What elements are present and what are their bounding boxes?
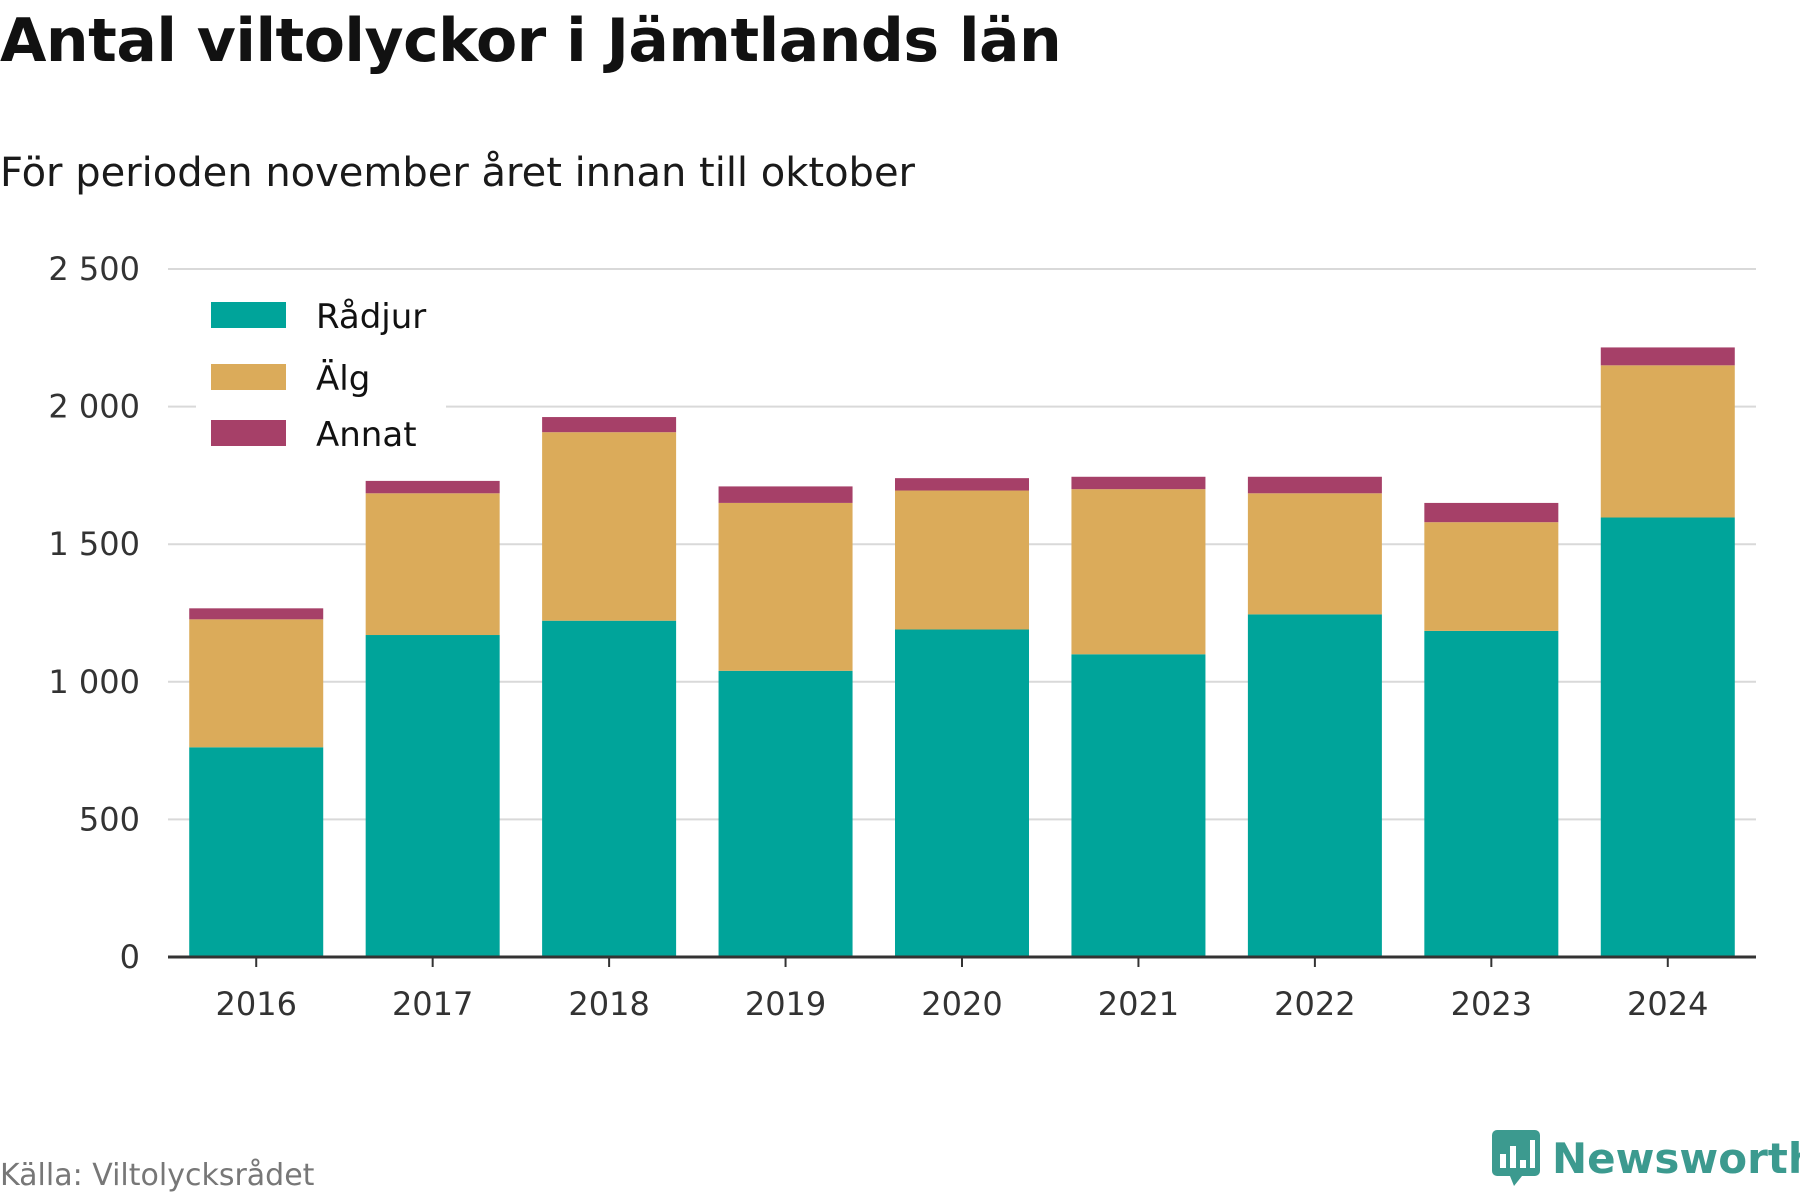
- bar-segment-rådjur: [189, 747, 324, 957]
- legend-swatch: [211, 364, 286, 390]
- bar-segment-annat: [1071, 476, 1206, 490]
- bar-segment-rådjur: [895, 629, 1029, 957]
- legend: Rådjur Älg Annat: [196, 288, 446, 466]
- x-tick-label: 2023: [1451, 985, 1532, 1023]
- x-tick-label: 2017: [392, 985, 473, 1023]
- x-axis: 2016 2017 2018 2019 2020 2021 2022 2023 2024: [168, 955, 1756, 1023]
- bar-segment-rådjur: [1424, 630, 1559, 957]
- bar-segment-älg: [718, 502, 853, 671]
- x-tick-label: 2018: [568, 985, 649, 1023]
- bar-segment-rådjur: [1600, 517, 1735, 957]
- bar-segment-älg: [1600, 365, 1735, 518]
- y-tick-label: 500: [79, 800, 140, 838]
- y-tick-label: 1 000: [48, 663, 140, 701]
- bar-segment-rådjur: [542, 620, 677, 957]
- y-axis: 0 500 1 000 1 500 2 000 2 500: [48, 250, 140, 976]
- bar-segment-älg: [189, 619, 324, 748]
- bar-segment-älg: [1424, 522, 1559, 631]
- bar-segment-annat: [542, 417, 677, 433]
- chart-title: Antal viltolyckor i Jämtlands län: [0, 6, 1062, 76]
- bar-segment-annat: [365, 480, 500, 494]
- bar-segment-annat: [895, 478, 1029, 491]
- chart-subtitle: För perioden november året innan till ok…: [0, 150, 915, 196]
- bar-segment-annat: [189, 608, 324, 620]
- bar-segment-annat: [1600, 347, 1735, 366]
- x-tick-label: 2019: [745, 985, 826, 1023]
- x-tick-label: 2024: [1627, 985, 1708, 1023]
- bar-segment-älg: [1071, 489, 1206, 655]
- legend-label: Annat: [316, 415, 417, 455]
- bar-segment-älg: [542, 432, 677, 621]
- source-note: Källa: Viltolycksrådet: [0, 1158, 315, 1193]
- y-tick-label: 0: [120, 938, 140, 976]
- x-tick-label: 2021: [1098, 985, 1179, 1023]
- bar-segment-älg: [1247, 493, 1382, 615]
- y-tick-label: 1 500: [48, 525, 140, 563]
- y-tick-label: 2 500: [48, 250, 140, 288]
- bars: [189, 347, 1735, 957]
- x-tick-label: 2020: [921, 985, 1002, 1023]
- bar-segment-älg: [365, 493, 500, 636]
- brand-logo: Newsworthy: [1492, 1130, 1800, 1186]
- legend-swatch: [211, 420, 286, 446]
- brand-name: Newsworthy: [1552, 1133, 1800, 1183]
- bar-segment-rådjur: [718, 670, 853, 957]
- bar-segment-rådjur: [1071, 654, 1206, 957]
- x-tick-label: 2022: [1274, 985, 1355, 1023]
- newsworthy-logo-icon: [1492, 1130, 1540, 1186]
- bar-segment-älg: [895, 490, 1029, 630]
- legend-label: Rådjur: [316, 297, 426, 337]
- bar-segment-rådjur: [365, 635, 500, 957]
- bar-segment-rådjur: [1247, 614, 1382, 957]
- x-tick-label: 2016: [216, 985, 297, 1023]
- bar-segment-annat: [718, 486, 853, 503]
- legend-label: Älg: [316, 359, 370, 399]
- bar-segment-annat: [1424, 502, 1559, 523]
- legend-swatch: [211, 302, 286, 328]
- y-tick-label: 2 000: [48, 388, 140, 426]
- bar-segment-annat: [1247, 476, 1382, 494]
